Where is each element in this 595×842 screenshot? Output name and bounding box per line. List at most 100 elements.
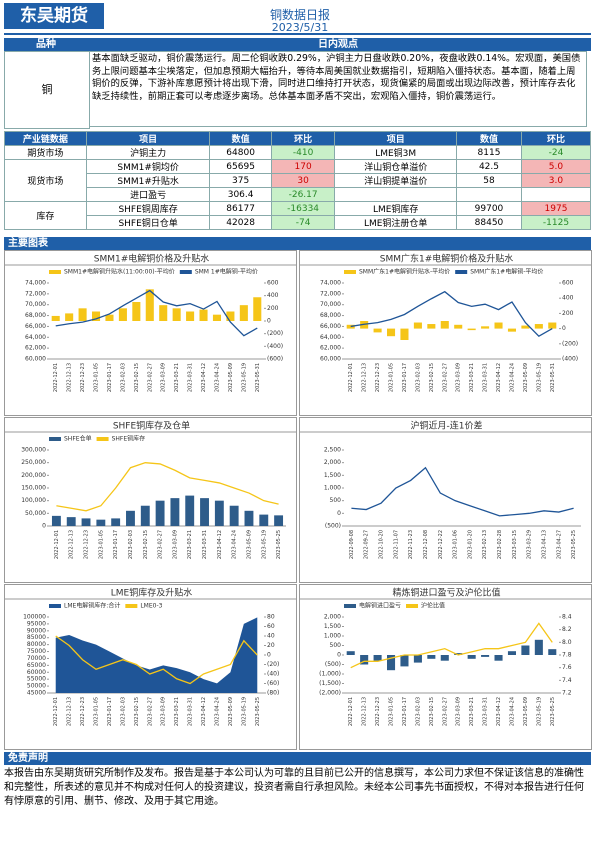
- y2-tick-label: 7.2: [562, 690, 572, 697]
- x-tick-label: 2023-01-05: [389, 363, 395, 392]
- table-row: SHFE铜日仓单 42028 -74 LME铜注册仓单 88450 -1125: [5, 215, 592, 230]
- x-tick-label: 2023-02-15: [429, 697, 435, 726]
- x-tick-label: 2023-03-21: [187, 530, 193, 559]
- x-tick-label: 2023-02-15: [134, 697, 140, 726]
- table-row: 现货市场 SMM1#铜均价 65695 170 洋山铜仓单溢价 42.5 5.0: [4, 159, 592, 202]
- y-tick-label: 65000: [27, 662, 46, 669]
- bar: [66, 517, 76, 526]
- y2-tick-label: 7.8: [562, 652, 572, 659]
- x-tick-label: 2023-05-19: [536, 363, 542, 392]
- bar: [507, 651, 516, 655]
- x-tick-label: 2023-03-31: [483, 697, 489, 726]
- x-tick-label: 2023-05-31: [255, 363, 261, 392]
- bar: [214, 500, 224, 526]
- x-tick-label: 2023-03-31: [188, 363, 194, 392]
- bar: [481, 655, 490, 657]
- cell: 306.4: [209, 187, 272, 202]
- table-row: 库存 SHFE铜周库存 86177 -16334 LME铜库存 99700 1975: [4, 201, 592, 230]
- x-tick-label: 2022-12-13: [67, 363, 73, 392]
- bar: [400, 328, 409, 340]
- x-tick-label: 2023-03-09: [172, 530, 178, 559]
- x-tick-label: 2023-01-20: [467, 530, 473, 559]
- cell: -410: [270, 145, 336, 160]
- x-tick-label: 2023-01-05: [94, 363, 100, 392]
- bar: [387, 328, 396, 337]
- header-cell: 数值: [456, 131, 522, 146]
- y2-tick-label: 0: [562, 325, 566, 332]
- x-tick-label: 2023-03-09: [456, 697, 462, 726]
- y2-tick-label: (60): [267, 680, 279, 687]
- x-tick-label: 2023-04-24: [232, 530, 238, 559]
- y2-tick-label: 200: [267, 305, 279, 312]
- cell: 1975: [520, 201, 592, 216]
- x-tick-label: 2023-02-03: [415, 363, 421, 392]
- x-tick-label: 2023-02-27: [147, 363, 153, 392]
- x-tick-label: 2022-10-20: [379, 530, 385, 559]
- cell: LME铜3M: [334, 145, 458, 160]
- bar: [373, 328, 382, 333]
- x-tick-label: 2023-02-03: [128, 530, 134, 559]
- y-tick-label: 64,000: [320, 334, 341, 341]
- bar: [440, 321, 449, 329]
- y-tick-label: (1,500): [319, 680, 341, 687]
- group-cell: 期货市场: [4, 145, 87, 160]
- y2-tick-label: 7.4: [562, 677, 572, 684]
- bar: [548, 649, 557, 655]
- x-tick-label: 2023-01-17: [113, 530, 119, 559]
- y-tick-label: 60,000: [25, 356, 46, 363]
- x-tick-label: 2023-01-17: [402, 363, 408, 392]
- bar: [440, 655, 449, 661]
- x-tick-label: 2023-05-09: [523, 363, 529, 392]
- cell: 30: [270, 173, 336, 188]
- y2-tick-label: 600: [562, 280, 574, 287]
- y-tick-label: 300,000: [21, 447, 46, 454]
- y-tick-label: (1,000): [319, 671, 341, 678]
- line: [350, 290, 553, 338]
- bar: [92, 311, 101, 321]
- legend-swatch: [125, 604, 138, 608]
- charts-title: 主要图表: [4, 237, 591, 250]
- y2-tick-label: 60: [267, 623, 275, 630]
- cell: 5.0: [520, 159, 592, 174]
- x-tick-label: 2023-05-09: [523, 697, 529, 726]
- y2-tick-label: 40: [267, 633, 275, 640]
- cell: [334, 187, 458, 202]
- legend-label: LME电解铜库存:合计: [64, 602, 120, 610]
- x-tick-label: 2023-03-21: [469, 697, 475, 726]
- x-tick-label: 2023-05-09: [228, 697, 234, 726]
- cell: SHFE铜周库存: [85, 201, 211, 216]
- bar: [155, 500, 165, 526]
- cell: 64800: [209, 145, 272, 160]
- y-tick-label: 150,000: [21, 485, 46, 492]
- x-tick-label: 2022-12-13: [67, 697, 73, 726]
- bar: [65, 313, 74, 321]
- header-cell: 项目: [85, 131, 211, 146]
- y2-tick-label: (400): [562, 356, 578, 363]
- y-tick-label: 72,000: [320, 290, 341, 297]
- cell: SHFE铜日仓单: [85, 215, 211, 230]
- x-tick-label: 2023-04-24: [509, 363, 515, 392]
- x-tick-label: 2022-12-01: [348, 697, 354, 726]
- y-tick-label: 90000: [27, 627, 46, 634]
- bar: [145, 289, 154, 321]
- bar: [239, 305, 248, 321]
- y-tick-label: 500: [330, 497, 342, 504]
- y-tick-label: 100,000: [21, 497, 46, 504]
- legend-label: SMM广东1#电解铜-平均价: [470, 268, 543, 276]
- bar: [200, 498, 209, 526]
- bar: [118, 308, 127, 321]
- header-cell: 项目: [334, 131, 458, 146]
- bar: [387, 655, 396, 671]
- cell: [520, 187, 592, 202]
- x-tick-label: 2023-02-27: [442, 697, 448, 726]
- bar: [548, 322, 557, 329]
- x-tick-label: 2023-01-17: [107, 363, 113, 392]
- chart: 精炼铜进口盈亏及沪伦比值 (2,000) (1,500) (1,000) (500) 0 5…: [299, 584, 592, 750]
- x-tick-label: 2023-03-21: [174, 363, 180, 392]
- chart: 沪铜近月-连1价差 (500) 0 500 1,000 1,500 2,000 2,500 20…: [299, 417, 592, 583]
- x-tick-label: 2023-04-27: [556, 530, 562, 559]
- group-cell: 库存: [4, 201, 87, 230]
- cell: SMM1#升贴水: [85, 173, 211, 188]
- x-tick-label: 2022-12-23: [80, 697, 86, 726]
- table-row: 进口盈亏 306.4 -26.17: [5, 187, 592, 202]
